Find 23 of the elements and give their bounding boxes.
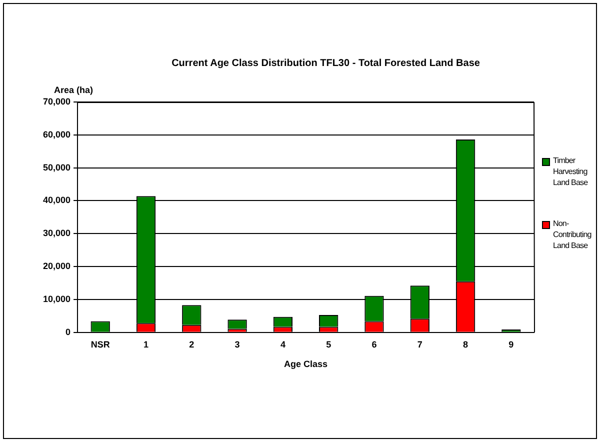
x-tick-label: 1	[143, 339, 149, 350]
y-tick-label: 50,000	[42, 162, 71, 172]
x-tick-label: 3	[234, 339, 240, 350]
y-axis-title: Area (ha)	[54, 85, 94, 95]
y-tick-label: 30,000	[42, 228, 71, 238]
y-tick-label: 70,000	[42, 96, 71, 106]
x-tick-label: 6	[372, 339, 377, 350]
x-axis-title: Age Class	[284, 359, 328, 370]
x-tick-label: 5	[326, 339, 332, 350]
x-tick-label: NSR	[90, 339, 110, 350]
legend-label: Non-Contributing Land Base	[553, 218, 592, 251]
y-tick-label: 40,000	[42, 195, 71, 206]
y-tick-label: 20,000	[42, 261, 71, 272]
chart-title: Current Age Class Distribution TFL30 - Total Forested Land Base	[172, 58, 480, 69]
x-tick-label: 8	[463, 339, 468, 350]
y-tick-label: 60,000	[42, 129, 71, 140]
x-tick-label: 7	[417, 339, 422, 350]
x-tick-label: 2	[189, 339, 194, 350]
y-tick-label: 10,000	[42, 294, 71, 304]
x-tick-label: 4	[280, 339, 286, 350]
y-tick-label: 0	[66, 326, 71, 337]
x-tick-label: 9	[508, 339, 514, 350]
legend-label: Timber Harvesting Land Base	[553, 155, 589, 188]
